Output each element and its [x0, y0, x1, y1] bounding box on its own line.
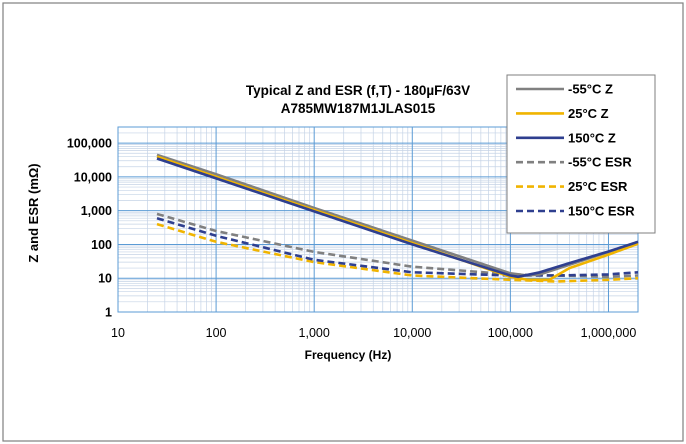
series-line-4 [156, 212, 639, 279]
x-tick-label: 10,000 [393, 326, 431, 340]
x-tick-label: 10 [111, 326, 125, 340]
y-tick-label: 100 [91, 238, 112, 252]
x-tick-label: 1,000,000 [581, 326, 637, 340]
y-tick-label: 1,000 [81, 204, 112, 218]
y-tick-label: 10,000 [74, 170, 112, 184]
y-tick-label: 100,000 [67, 137, 112, 151]
legend: -55°C Z 25°C Z 150°C Z -55°C ESR 25°C ESR 150… [506, 74, 656, 234]
x-tick-label: 100,000 [488, 326, 533, 340]
chart-title-line2: A785MW187M1JLAS015 [281, 101, 436, 116]
legend-entry-label: -55°C Z [568, 82, 613, 97]
y-tick-labels: 1 10 100 1,000 10,000 100,000 [67, 137, 112, 320]
legend-box [506, 74, 656, 234]
legend-entry-label: -55°C ESR [568, 155, 632, 170]
y-tick-label: 10 [98, 272, 112, 286]
x-tick-label: 100 [206, 326, 227, 340]
legend-entry-label: 150°C Z [568, 130, 616, 145]
legend-entry-label: 150°C ESR [568, 204, 635, 219]
series-line-3 [156, 157, 639, 279]
x-axis-label: Frequency (Hz) [305, 348, 392, 362]
legend-entry-label: 25°C Z [568, 106, 609, 121]
chart-title-line1: Typical Z and ESR (f,T) - 180µF/63V [246, 83, 470, 98]
x-tick-label: 1,000 [299, 326, 330, 340]
y-tick-label: 1 [105, 306, 112, 320]
legend-entry-label: 25°C ESR [568, 179, 628, 194]
x-tick-labels: 10 100 1,000 10,000 100,000 1,000,000 [111, 326, 636, 340]
series-line-2 [156, 155, 639, 282]
series-line-6 [156, 216, 639, 277]
y-axis-label: Z and ESR (mΩ) [26, 163, 41, 262]
series-layer [156, 153, 639, 283]
series-line-5 [156, 222, 639, 283]
